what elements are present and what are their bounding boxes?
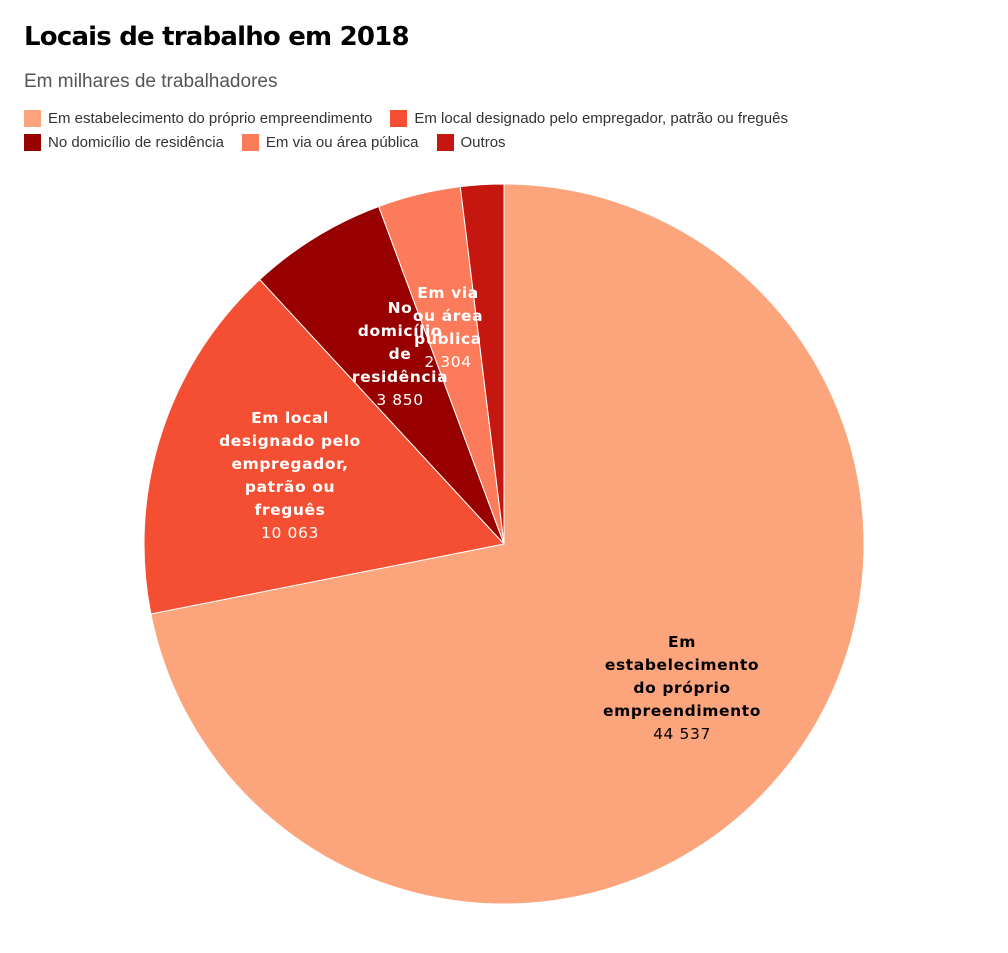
legend-row-1: Em estabelecimento do próprio empreendim… bbox=[24, 106, 924, 130]
legend-swatch bbox=[436, 133, 454, 151]
pie-slice bbox=[150, 183, 865, 905]
slice-label-line: estabelecimento bbox=[605, 656, 759, 674]
slice-value-label: 2 304 bbox=[424, 353, 471, 371]
slice-label: Em via ou área pública 2 304 bbox=[413, 284, 483, 371]
slice-label-line: residência bbox=[352, 368, 448, 386]
legend-swatch bbox=[241, 133, 259, 151]
slice-label-line: empregador, bbox=[231, 455, 348, 473]
slice-label: Em estabelecimento do próprio empreendiment… bbox=[603, 633, 761, 743]
legend-row-2: No domicílio de residência Em via ou áre… bbox=[24, 130, 924, 154]
legend-label: No domicílio de residência bbox=[48, 133, 224, 151]
pie-slice bbox=[143, 278, 505, 615]
pie-slice bbox=[259, 205, 505, 545]
slice-value-label: 3 850 bbox=[376, 391, 423, 409]
chart-subtitle: Em milhares de trabalhadores bbox=[24, 71, 278, 92]
slice-label-line: designado pelo bbox=[219, 432, 361, 450]
slice-label-line: patrão ou bbox=[245, 478, 335, 496]
slice-label: Em local designado pelo empregador, patrão … bbox=[219, 409, 361, 542]
slice-label-line: domicílio bbox=[358, 322, 442, 340]
legend-label: Em local designado pelo empregador, patr… bbox=[414, 109, 788, 127]
chart-title: Locais de trabalho em 2018 bbox=[24, 22, 410, 52]
legend-item: Em estabelecimento do próprio empreendim… bbox=[24, 109, 373, 127]
slice-label-line: Em local bbox=[251, 409, 329, 427]
slice-label-line: de bbox=[389, 345, 412, 363]
slice-label-line: Em via bbox=[417, 284, 479, 302]
slice-label-line: empreendimento bbox=[603, 702, 761, 720]
slice-value-label: 10 063 bbox=[261, 524, 319, 542]
slice-label-line: freguês bbox=[255, 501, 326, 519]
chart-legend: Em estabelecimento do próprio empreendim… bbox=[24, 106, 924, 154]
slice-label-line: No bbox=[388, 299, 413, 317]
legend-item: Outros bbox=[436, 133, 506, 151]
slice-value-label: 44 537 bbox=[653, 725, 711, 743]
slice-label: No domicílio de residência 3 850 bbox=[352, 299, 448, 409]
slice-label-line: ou área bbox=[413, 307, 483, 325]
slice-label-line: pública bbox=[414, 330, 482, 348]
slice-label-line: Em bbox=[668, 633, 696, 651]
legend-label: Em estabelecimento do próprio empreendim… bbox=[48, 109, 373, 127]
legend-label: Outros bbox=[460, 133, 506, 151]
legend-label: Em via ou área pública bbox=[265, 133, 419, 151]
legend-swatch bbox=[390, 109, 408, 127]
legend-swatch bbox=[24, 133, 41, 151]
slice-label-line: do próprio bbox=[633, 679, 730, 697]
pie-slice bbox=[459, 183, 505, 545]
legend-item: Em via ou área pública bbox=[241, 133, 419, 151]
legend-swatch bbox=[24, 109, 41, 127]
legend-item: No domicílio de residência bbox=[24, 133, 224, 151]
legend-item: Em local designado pelo empregador, patr… bbox=[390, 109, 788, 127]
